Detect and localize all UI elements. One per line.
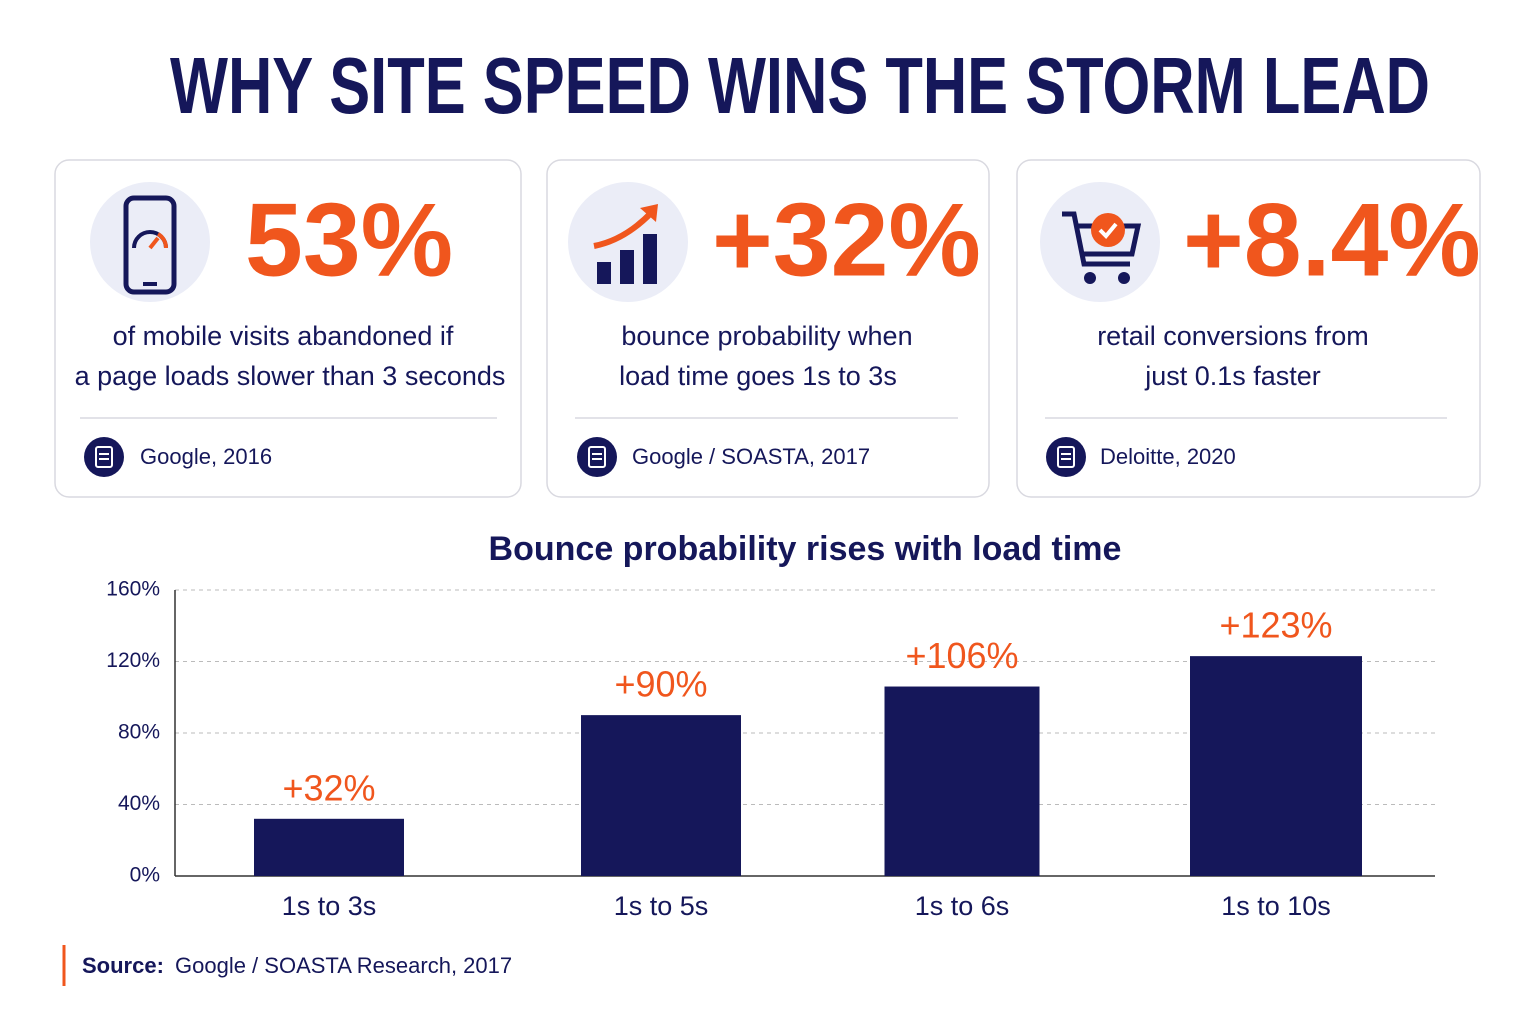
stat-text: load time goes 1s to 3s — [619, 361, 897, 391]
value-label: +106% — [905, 635, 1018, 676]
card-source: Google / SOASTA, 2017 — [632, 444, 870, 469]
stat-text: of mobile visits abandoned if — [113, 321, 454, 351]
stat-text: retail conversions from — [1097, 321, 1369, 351]
stat-text: bounce probability when — [621, 321, 912, 351]
y-tick-label: 80% — [118, 721, 160, 744]
value-label: +90% — [614, 664, 707, 705]
bar — [1190, 656, 1362, 876]
stat-value: 53% — [245, 182, 453, 298]
icon-bg — [90, 182, 210, 302]
y-tick-label: 40% — [118, 792, 160, 815]
value-label: +32% — [282, 767, 375, 808]
cart-icon — [1062, 211, 1142, 284]
source-text: Google / SOASTA Research, 2017 — [175, 953, 512, 978]
x-tick-label: 1s to 3s — [282, 891, 377, 921]
y-tick-label: 0% — [130, 864, 160, 887]
bar — [581, 715, 741, 876]
phone-icon — [123, 195, 177, 295]
y-tick-label: 120% — [106, 649, 160, 672]
chart-title: Bounce probability rises with load time — [489, 530, 1122, 568]
x-tick-label: 1s to 10s — [1221, 891, 1331, 921]
x-tick-label: 1s to 6s — [915, 891, 1010, 921]
stat-value: +8.4% — [1183, 182, 1481, 298]
card-source: Google, 2016 — [140, 444, 272, 469]
bar — [254, 818, 404, 876]
card-source: Deloitte, 2020 — [1100, 444, 1236, 469]
plot: 0% 40% 80% 120% 160% +32% 1s to 3s +90% 1s to 5s… — [106, 578, 1435, 921]
bar — [884, 686, 1040, 876]
stat-text: a page loads slower than 3 seconds — [75, 361, 506, 391]
doc-icon — [84, 437, 124, 477]
value-label: +123% — [1219, 605, 1332, 646]
page-title: WHY SITE SPEED WINS THE STORM LEAD — [170, 41, 1430, 130]
doc-icon — [577, 437, 617, 477]
source-label: Source: — [82, 953, 164, 978]
stat-value: +32% — [712, 182, 981, 298]
doc-icon — [1046, 437, 1086, 477]
y-tick-label: 160% — [106, 578, 160, 601]
stat-text: just 0.1s faster — [1144, 361, 1321, 391]
growth-icon — [593, 204, 658, 284]
x-tick-label: 1s to 5s — [614, 891, 709, 921]
